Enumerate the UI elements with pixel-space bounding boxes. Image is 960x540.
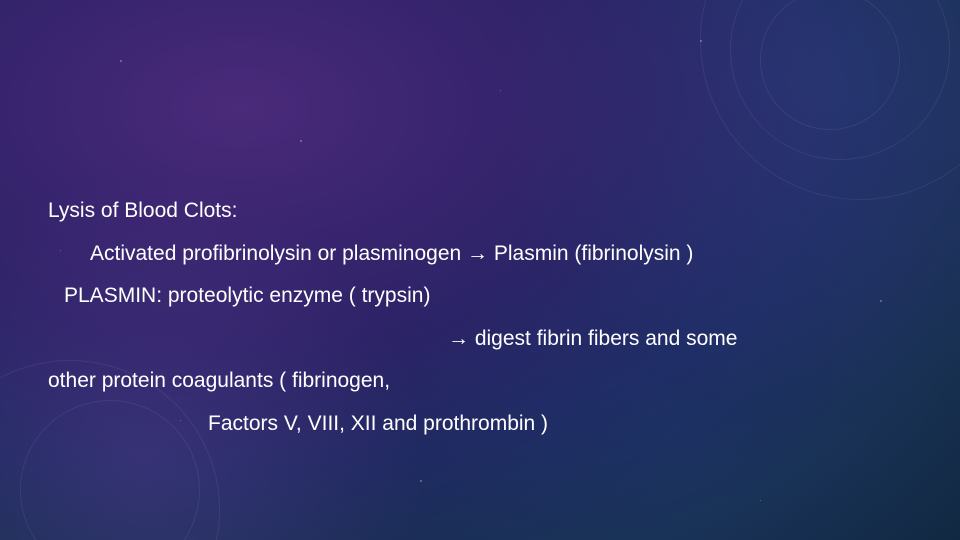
text-line: other protein coagulants ( fibrinogen, [48,365,912,398]
arrow-icon: → [467,242,488,265]
text-line: → digest fibrin fibers and some [48,323,912,356]
text-segment: Activated profibrinolysin or plasminogen [90,242,467,265]
text-segment: Plasmin (fibrinolysin ) [488,242,693,265]
slide: Lysis of Blood Clots: Activated profibri… [0,0,960,540]
text-line: PLASMIN: proteolytic enzyme ( trypsin) [64,280,912,313]
text-line: Activated profibrinolysin or plasminogen… [90,238,912,271]
slide-content: Lysis of Blood Clots: Activated profibri… [0,0,960,440]
slide-title: Lysis of Blood Clots: [48,195,912,228]
text-line: Factors V, VIII, XII and prothrombin ) [208,408,912,441]
text-segment: digest fibrin fibers and some [469,327,737,350]
arrow-icon: → [448,327,469,350]
